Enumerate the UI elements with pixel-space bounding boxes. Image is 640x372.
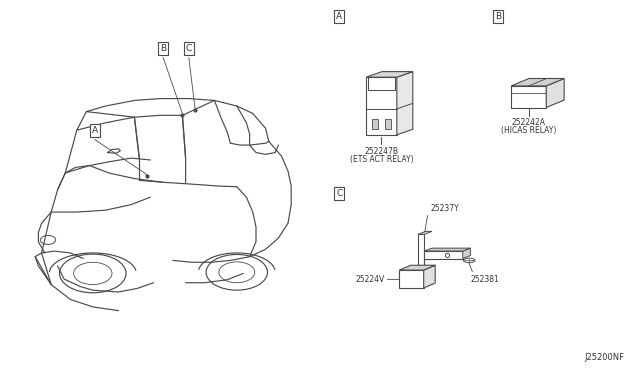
Polygon shape xyxy=(424,265,435,288)
Text: B: B xyxy=(495,12,501,21)
Polygon shape xyxy=(424,248,470,251)
Text: 25224V: 25224V xyxy=(355,275,385,283)
Text: 252247B: 252247B xyxy=(364,147,399,156)
Polygon shape xyxy=(366,77,397,135)
Text: 252242A: 252242A xyxy=(511,118,546,127)
Ellipse shape xyxy=(463,258,475,263)
Text: J25200NF: J25200NF xyxy=(584,353,624,362)
Text: C: C xyxy=(186,44,192,53)
Text: 252381: 252381 xyxy=(470,275,499,283)
Polygon shape xyxy=(418,231,432,234)
Text: B: B xyxy=(160,44,166,53)
Bar xyxy=(385,119,391,129)
Polygon shape xyxy=(418,234,424,273)
Polygon shape xyxy=(547,78,564,108)
Text: A: A xyxy=(92,126,98,135)
Polygon shape xyxy=(424,251,463,259)
Text: (HICAS RELAY): (HICAS RELAY) xyxy=(501,126,556,135)
Bar xyxy=(372,119,378,129)
Text: C: C xyxy=(336,189,342,198)
Polygon shape xyxy=(366,71,413,77)
Polygon shape xyxy=(511,86,547,108)
Polygon shape xyxy=(399,270,424,288)
Polygon shape xyxy=(511,78,564,86)
Polygon shape xyxy=(397,71,413,135)
Text: A: A xyxy=(336,12,342,21)
Text: 25237Y: 25237Y xyxy=(431,204,460,213)
Polygon shape xyxy=(463,248,470,259)
Text: (ETS ACT RELAY): (ETS ACT RELAY) xyxy=(349,155,413,164)
Polygon shape xyxy=(399,265,435,270)
